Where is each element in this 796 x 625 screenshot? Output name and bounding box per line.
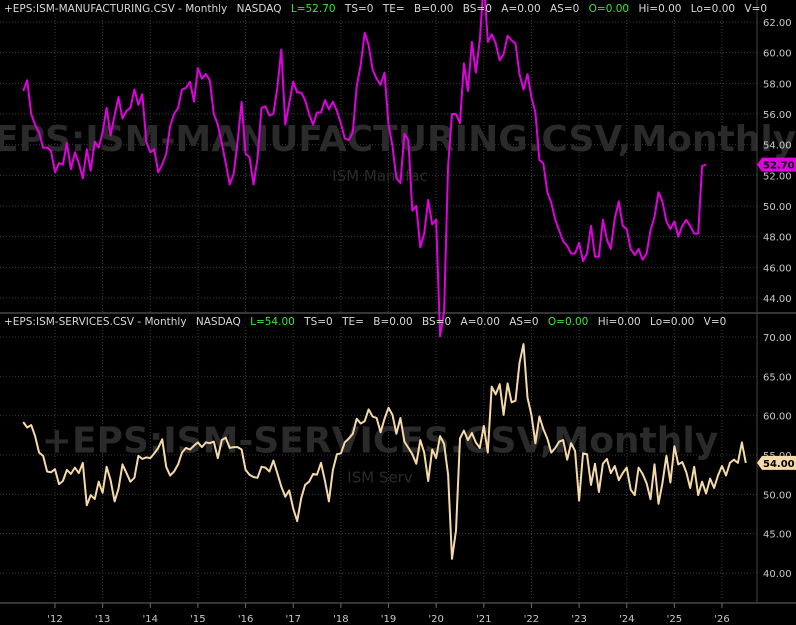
x-tick-label: '21 xyxy=(476,614,491,625)
last-value-flag xyxy=(757,455,796,470)
y-tick-label: 54.00 xyxy=(763,141,792,152)
header-a: A=0.00 xyxy=(501,3,541,15)
header-lo: Lo=0.00 xyxy=(650,316,695,328)
y-tick-label: 46.00 xyxy=(763,263,792,274)
x-tick-label: '19 xyxy=(381,614,396,625)
x-tick-label: '22 xyxy=(524,614,539,625)
header-exchange: NASDAQ xyxy=(195,316,241,328)
header-v: V=0 xyxy=(744,3,768,15)
header-exchange: NASDAQ xyxy=(236,3,282,15)
last-value-label: 52.70 xyxy=(763,161,795,172)
watermark-subtext: ISM Serv xyxy=(347,469,413,487)
watermark-subtext: ISM Manufac xyxy=(332,167,428,185)
header-symbol: +EPS:ISM-MANUFACTURING.CSV - Monthly xyxy=(4,3,228,15)
y-tick-label: 50.00 xyxy=(763,202,792,213)
header-ts: TS=0 xyxy=(344,3,374,15)
y-tick-label: 45.00 xyxy=(763,530,792,541)
y-tick-label: 70.00 xyxy=(763,333,792,344)
header-te: TE= xyxy=(382,3,405,15)
header-hi: Hi=0.00 xyxy=(597,316,641,328)
header-ts: TS=0 xyxy=(304,316,333,328)
x-tick-label: '12 xyxy=(47,614,62,625)
header-as: AS=0 xyxy=(549,3,580,15)
x-tick-label: '24 xyxy=(619,614,634,625)
y-tick-label: 48.00 xyxy=(763,233,792,244)
y-tick-label: 40.00 xyxy=(763,569,792,580)
x-tick-label: '16 xyxy=(238,614,253,625)
header-b: B=0.00 xyxy=(373,316,413,328)
x-tick-label: '18 xyxy=(333,614,348,625)
x-tick-label: '15 xyxy=(190,614,205,625)
last-value-label: 54.00 xyxy=(763,459,795,470)
y-tick-label: 44.00 xyxy=(763,294,792,305)
line-layer xyxy=(22,0,747,560)
header-lo: Lo=0.00 xyxy=(690,3,736,15)
y-tick-label: 65.00 xyxy=(763,372,792,383)
x-tick-label: '20 xyxy=(428,614,443,625)
header-bs: BS=0 xyxy=(422,316,452,328)
header-bs: BS=0 xyxy=(462,3,492,15)
x-tick-label: '23 xyxy=(571,614,586,625)
x-tick-label: '14 xyxy=(143,614,158,625)
header-open: O=0.00 xyxy=(588,3,630,15)
grid-layer xyxy=(0,14,757,600)
watermark-text: +EPS:ISM-MANUFACTURING.CSV,Monthly xyxy=(0,119,796,160)
y-tick-label: 60.00 xyxy=(763,49,792,60)
x-tick-label: '25 xyxy=(667,614,682,625)
x-tick-label: '13 xyxy=(95,614,110,625)
header-last: L=52.70 xyxy=(290,3,336,15)
header-v: V=0 xyxy=(703,316,727,328)
y-tick-label: 58.00 xyxy=(763,79,792,90)
last-value-flag xyxy=(757,157,796,172)
header-a: A=0.00 xyxy=(460,316,500,328)
watermark-layer: +EPS:ISM-MANUFACTURING.CSV,Monthly ISM Ma… xyxy=(0,119,796,487)
x-tick-label: '26 xyxy=(714,614,729,625)
header-last: L=54.00 xyxy=(250,316,295,328)
y-tick-label: 52.00 xyxy=(763,171,792,182)
y-tick-label: 50.00 xyxy=(763,490,792,501)
header-as: AS=0 xyxy=(509,316,539,328)
y-tick-label: 56.00 xyxy=(763,110,792,121)
x-tick-label: '17 xyxy=(285,614,300,625)
services-line xyxy=(22,343,747,560)
y-tick-label: 62.00 xyxy=(763,18,792,29)
header-te: TE= xyxy=(342,316,364,328)
y-tick-label: 60.00 xyxy=(763,412,792,423)
header-b: B=0.00 xyxy=(414,3,454,15)
services-header: +EPS:ISM-SERVICES.CSV - Monthly NASDAQ L… xyxy=(4,316,732,328)
manufacturing-line xyxy=(22,0,707,338)
header-symbol: +EPS:ISM-SERVICES.CSV - Monthly xyxy=(4,316,187,328)
header-hi: Hi=0.00 xyxy=(638,3,682,15)
header-open: O=0.00 xyxy=(547,316,589,328)
manufacturing-header: +EPS:ISM-MANUFACTURING.CSV - Monthly NAS… xyxy=(4,3,773,15)
